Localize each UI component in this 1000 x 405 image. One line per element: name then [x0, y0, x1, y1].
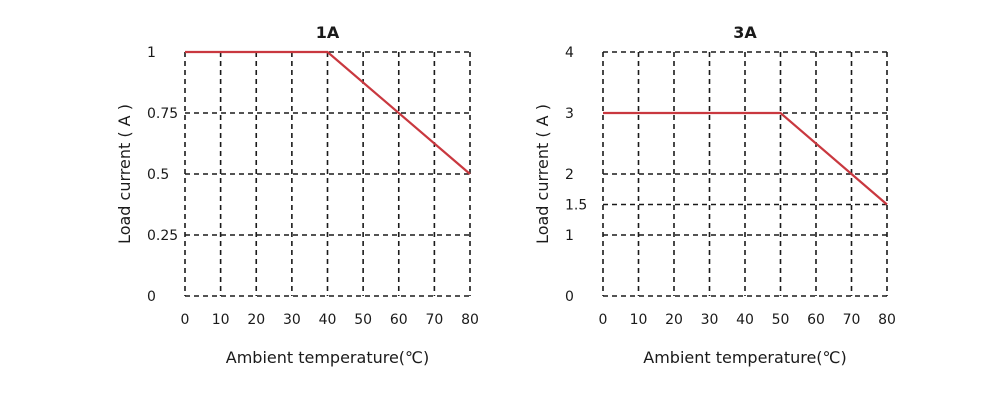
x-tick-label: 70	[425, 312, 443, 328]
x-tick-label: 10	[212, 312, 230, 328]
x-tick-label: 40	[736, 312, 754, 328]
x-tick-label: 20	[665, 312, 683, 328]
y-tick-label: 0.75	[147, 106, 178, 122]
y-tick-label: 2	[565, 167, 574, 183]
chart-2: 0 10 20 30 40 50 60 70 80 0 1 1.5 2 3 4 3A Ambient tempe…	[533, 23, 896, 367]
x-tick-label: 80	[461, 312, 479, 328]
x-tick-label: 80	[878, 312, 896, 328]
x-tick-label: 10	[630, 312, 648, 328]
x-tick-label: 70	[843, 312, 861, 328]
y-axis-label: Load current ( A )	[115, 104, 134, 244]
y-tick-label: 0.25	[147, 228, 178, 244]
y-tick-label: 0.5	[147, 167, 169, 183]
x-tick-label: 60	[807, 312, 825, 328]
x-axis-label: Ambient temperature(℃)	[643, 348, 847, 367]
x-tick-label: 40	[319, 312, 337, 328]
x-tick-label: 60	[390, 312, 408, 328]
x-axis-label: Ambient temperature(℃)	[226, 348, 430, 367]
y-tick-label: 1	[147, 45, 156, 61]
x-tick-label: 50	[772, 312, 790, 328]
y-tick-label: 4	[565, 45, 574, 61]
chart-1: 0 10 20 30 40 50 60 70 80 0 0.25 0.5 0.75 1 1A Ambient …	[115, 23, 479, 367]
y-axis-label: Load current ( A )	[533, 104, 552, 244]
chart-title: 1A	[316, 23, 340, 42]
x-tick-label: 0	[599, 312, 608, 328]
x-tick-label: 50	[354, 312, 372, 328]
y-tick-label: 1.5	[565, 198, 587, 214]
x-tick-label: 30	[701, 312, 719, 328]
x-tick-label: 0	[181, 312, 190, 328]
y-tick-label: 0	[565, 289, 574, 305]
x-tick-label: 20	[247, 312, 265, 328]
y-tick-label: 0	[147, 289, 156, 305]
y-tick-label: 1	[565, 228, 574, 244]
y-tick-label: 3	[565, 106, 574, 122]
chart-title: 3A	[733, 23, 757, 42]
x-tick-label: 30	[283, 312, 301, 328]
